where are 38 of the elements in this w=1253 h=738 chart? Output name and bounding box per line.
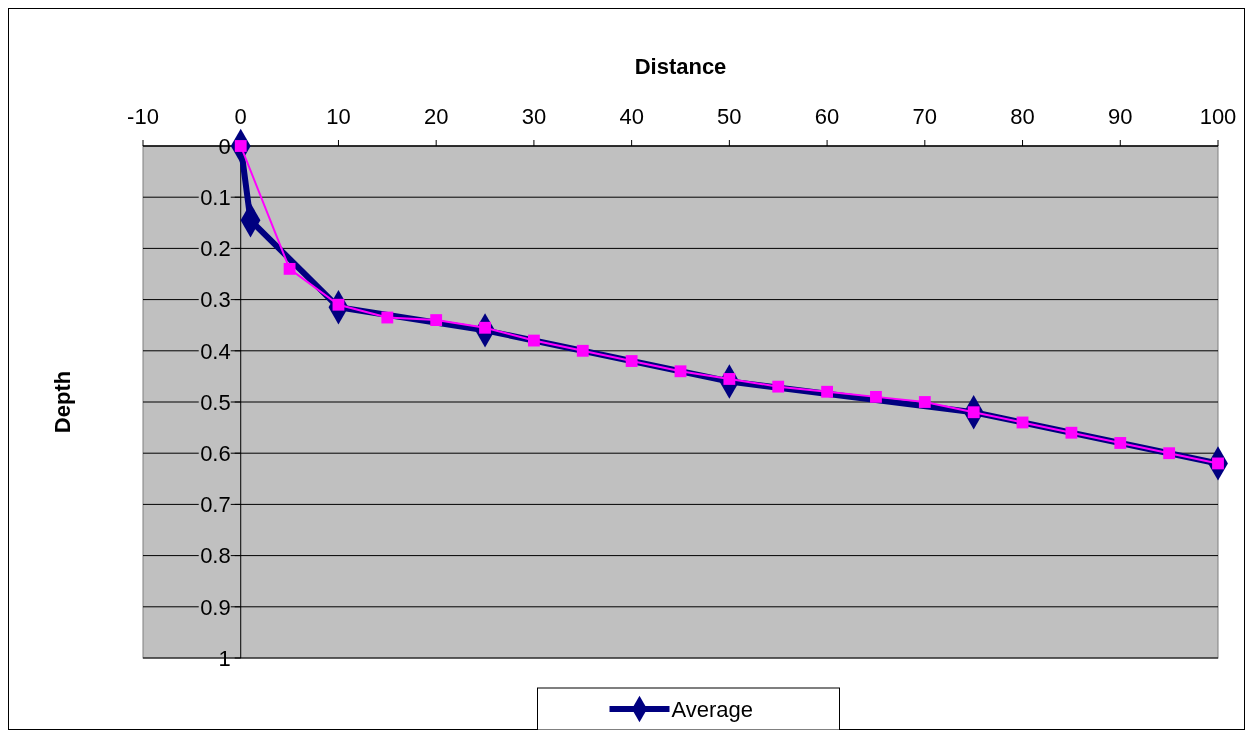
point: [772, 380, 785, 393]
x-axis-title: Distance: [634, 54, 727, 79]
y-tick-label: 0.1: [200, 184, 231, 210]
point: [1065, 426, 1078, 439]
x-tick-label: 40: [619, 104, 644, 129]
x-tick-label: 10: [326, 104, 351, 129]
point: [674, 365, 687, 378]
x-tick-label: 70: [912, 104, 938, 129]
point: [918, 396, 931, 408]
point: [1163, 447, 1176, 460]
x-tick-label: 80: [1010, 104, 1035, 129]
y-tick-label: 0.8: [200, 543, 231, 569]
point: [381, 311, 394, 324]
point: [1114, 437, 1127, 449]
point: [625, 355, 638, 367]
x-tick-label: 90: [1108, 104, 1133, 129]
x-tick-label: 100: [1199, 104, 1237, 129]
y-tick-label: 0.5: [200, 389, 231, 415]
point: [821, 385, 834, 398]
point: [430, 314, 443, 326]
x-tick-label: 20: [423, 104, 449, 129]
y-tick-label: 0.2: [200, 236, 231, 262]
point: [870, 390, 882, 403]
y-tick-label: 0.6: [200, 440, 231, 466]
point: [576, 344, 589, 357]
legend-label: Average: [671, 696, 754, 722]
x-tick-label: 50: [717, 104, 742, 129]
x-tick-label: -10: [127, 104, 159, 129]
x-tick-label: 60: [814, 104, 840, 129]
point: [527, 334, 540, 347]
y-tick-label: 0.7: [200, 492, 231, 518]
y-tick-label: 0.3: [200, 287, 231, 313]
y-tick-label: 0.4: [200, 338, 231, 364]
y-tick-label: 0.9: [200, 594, 231, 620]
y-axis-title: Depth: [50, 370, 75, 434]
x-tick-label: 30: [521, 104, 547, 129]
x-tick-label: 0: [234, 104, 247, 129]
point: [283, 262, 296, 275]
